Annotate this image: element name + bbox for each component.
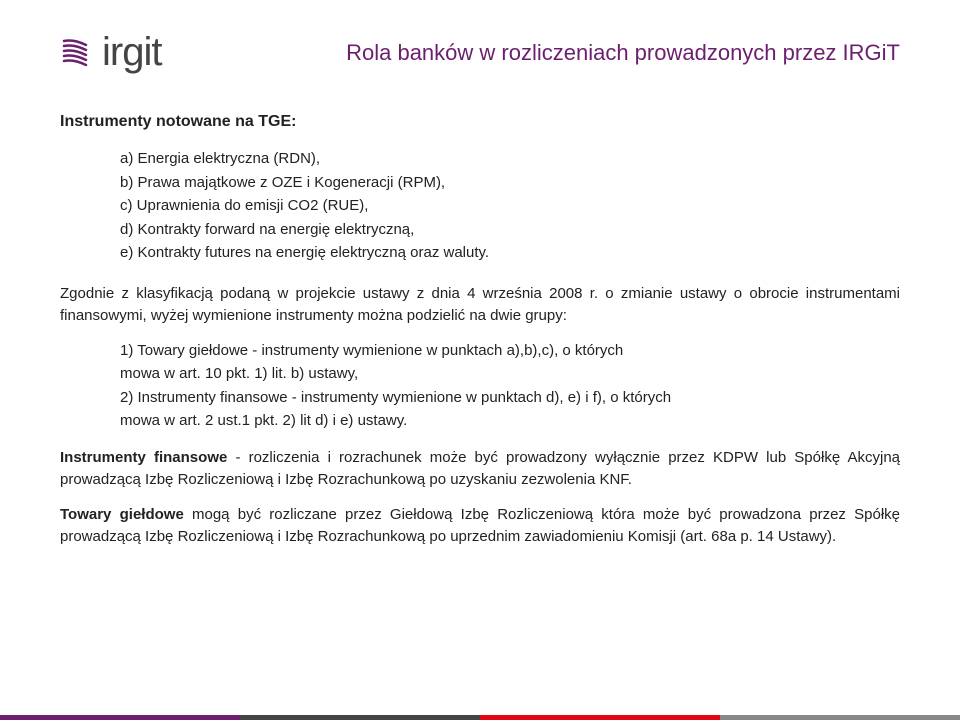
bold-term: Towary giełdowe: [60, 506, 184, 523]
list-item: d) Kontrakty forward na energię elektryc…: [120, 219, 900, 242]
footer-seg-1: [0, 715, 240, 720]
group-item: mowa w art. 10 pkt. 1) lit. b) ustawy,: [120, 363, 900, 386]
logo: irgit: [60, 30, 161, 75]
para-text: mogą być rozliczane przez Giełdową Izbę …: [60, 506, 900, 546]
paragraph-financial-instruments: Instrumenty finansowe - rozliczenia i ro…: [60, 447, 900, 492]
list-item: e) Kontrakty futures na energię elektryc…: [120, 242, 900, 265]
logo-mark-icon: [60, 35, 96, 71]
group-item: mowa w art. 2 ust.1 pkt. 2) lit d) i e) …: [120, 410, 900, 433]
slide-title: Rola banków w rozliczeniach prowadzonych…: [191, 40, 900, 66]
footer-seg-3: [480, 715, 720, 720]
logo-text: irgit: [102, 30, 161, 75]
list-item: b) Prawa majątkowe z OZE i Kogeneracji (…: [120, 172, 900, 195]
instrument-list: a) Energia elektryczna (RDN), b) Prawa m…: [120, 148, 900, 265]
bold-term: Instrumenty finansowe: [60, 449, 227, 466]
list-item: a) Energia elektryczna (RDN),: [120, 148, 900, 171]
footer-seg-2: [240, 715, 480, 720]
group-item: 2) Instrumenty finansowe - instrumenty w…: [120, 387, 900, 410]
group-list: 1) Towary giełdowe - instrumenty wymieni…: [120, 340, 900, 433]
paragraph-commodities: Towary giełdowe mogą być rozliczane prze…: [60, 504, 900, 549]
slide: irgit Rola banków w rozliczeniach prowad…: [0, 0, 960, 720]
group-item: 1) Towary giełdowe - instrumenty wymieni…: [120, 340, 900, 363]
list-item: c) Uprawnienia do emisji CO2 (RUE),: [120, 195, 900, 218]
paragraph-classification: Zgodnie z klasyfikacją podaną w projekci…: [60, 283, 900, 328]
header: irgit Rola banków w rozliczeniach prowad…: [60, 30, 900, 75]
footer-accent-bar: [0, 715, 960, 720]
content: Instrumenty notowane na TGE: a) Energia …: [60, 110, 900, 549]
section-heading: Instrumenty notowane na TGE:: [60, 110, 900, 134]
footer-seg-4: [720, 715, 960, 720]
